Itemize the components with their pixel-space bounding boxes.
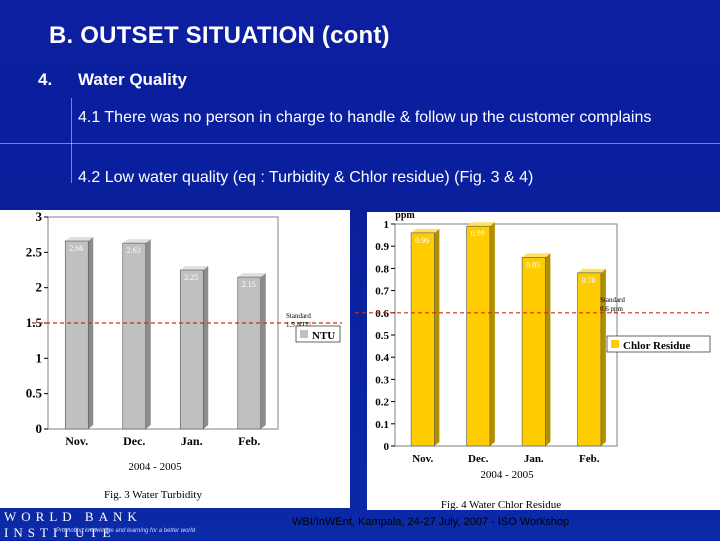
y-tick-label: 0.8 [375,263,389,275]
bar-side [545,253,551,446]
bar [466,225,491,447]
y-tick-label: 2 [36,280,43,295]
bar-top [522,253,551,258]
figure-caption: Fig. 4 Water Chlor Residue [441,499,561,510]
section-number: 4. [38,70,53,89]
bar-side [203,266,209,429]
section-title: Water Quality [78,70,187,89]
legend-box [606,335,711,353]
standard-label: 0.6 ppm [600,305,624,313]
figure-caption: Fig. 3 Water Turbidity [104,489,202,501]
divider-line-vertical [71,98,72,183]
bar-top [65,237,94,242]
y-tick-label: 0 [36,421,43,436]
x-tick-label: Jan. [181,434,203,448]
y-tick-label: 0.4 [375,352,389,364]
x-tick-label: Dec. [468,453,489,465]
data-label: 2.15 [242,280,256,289]
standard-label: Standard [600,296,625,304]
bar-top [411,228,440,233]
world-bank-institute-logo: WORLD BANK INSTITUTE Promoting knowledge… [0,507,212,540]
bar-top [122,239,151,244]
data-label: 2.63 [127,246,141,255]
y-tick-label: 2.5 [26,244,43,259]
bar [237,276,262,430]
y-tick-label: 0.3 [375,374,389,386]
y-tick-label: 0.9 [375,241,389,253]
x-axis-label: 2004 - 2005 [128,461,182,473]
x-tick-label: Feb. [238,434,260,448]
data-label: 2.66 [69,244,83,253]
x-axis-label: 2004 - 2005 [480,469,534,481]
x-tick-label: Nov. [65,434,88,448]
data-label: 2.25 [184,273,198,282]
x-tick-label: Feb. [579,453,600,465]
x-tick-label: Nov. [412,453,433,465]
bar [521,256,546,447]
bar-side [260,273,266,429]
data-label: 0.99 [471,229,485,238]
y-axis-label: ppm [395,210,415,221]
y-tick-label: 3 [36,209,43,224]
data-label: 0.96 [415,236,429,245]
y-tick-label: 0.7 [375,286,389,298]
bar-top [180,266,209,270]
data-label: 0.85 [526,260,540,269]
logo-text: WORLD BANK INSTITUTE [4,509,142,540]
y-tick-label: 1 [384,219,390,231]
slide-title: B. OUTSET SITUATION (cont) [49,22,390,49]
data-label: 0.78 [582,276,596,285]
bar [577,272,602,447]
y-tick-label: 0 [384,441,390,453]
footer-text: WBI/InWEnt, Kampala, 24-27 July, 2007 - … [292,516,570,528]
legend-label: NTU [312,330,335,342]
bar [64,240,89,430]
bar [122,242,147,430]
x-tick-label: Dec. [123,434,145,448]
bar-side [489,222,495,446]
point-4-2: 4.2 Low water quality (eq : Turbidity & … [78,169,534,186]
y-tick-label: 0.5 [375,330,389,342]
logo-tagline: Promoting knowledge and learning for a b… [56,528,196,534]
divider-line [0,143,720,144]
standard-label: Standard [286,312,311,320]
bar [179,269,204,430]
bar [410,232,435,447]
y-tick-label: 0.5 [26,386,43,401]
legend-label: Chlor Residue [623,340,690,352]
point-4-1: 4.1 There was no person in charge to han… [78,109,652,126]
y-tick-label: 0.1 [375,419,389,431]
bar-top [466,222,495,227]
turbidity-chart: 00.511.522.532.66Nov.2.63Dec.2.25Jan.2.1… [0,209,350,508]
chlor-residue-chart: 0 0.1 0.2 0.3 0.4 0.5 0.6 0.7 0.8 0.9 1 0.96 Nov. 0.9… [355,210,720,510]
y-tick-label: 0.6 [375,308,389,320]
standard-label: 1.5 NTU [286,321,311,329]
bar-side [88,237,94,429]
bar-top [237,273,266,278]
bar-side [145,239,151,429]
x-tick-label: Jan. [524,453,544,465]
legend-swatch [611,340,619,348]
y-tick-label: 1 [36,350,43,365]
legend-swatch [300,330,308,338]
bar-top [577,268,606,273]
bar-side [434,228,440,446]
y-tick-label: 0.2 [375,397,389,409]
